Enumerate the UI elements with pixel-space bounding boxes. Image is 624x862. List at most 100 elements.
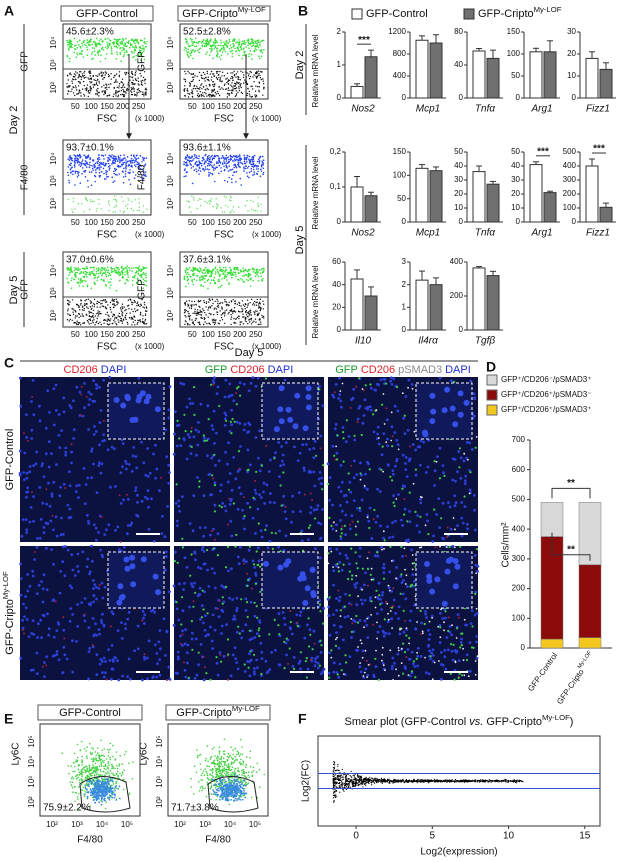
- dot: [224, 170, 226, 172]
- dot: [136, 271, 138, 273]
- dot: [70, 169, 72, 171]
- dot: [318, 388, 320, 390]
- dot: [397, 493, 400, 496]
- dot: [101, 554, 104, 557]
- gate-value: 37.6±3.1%: [183, 255, 231, 266]
- dot: [206, 301, 207, 302]
- dot: [402, 417, 405, 420]
- dot: [340, 528, 342, 530]
- dot: [254, 94, 255, 95]
- dot: [88, 626, 91, 629]
- dot: [94, 85, 95, 86]
- dot: [250, 277, 252, 279]
- dot: [104, 178, 106, 180]
- dot: [100, 303, 101, 304]
- dot: [137, 93, 138, 94]
- dot: [143, 212, 144, 213]
- dot: [242, 72, 243, 73]
- dot: [205, 314, 206, 315]
- dot: [376, 433, 379, 436]
- dot: [83, 81, 84, 82]
- dot: [122, 306, 123, 307]
- dot: [93, 433, 96, 436]
- dot: [457, 450, 460, 453]
- dot: [117, 87, 118, 88]
- dot: [53, 424, 56, 427]
- dot: [230, 200, 231, 201]
- dot: [74, 275, 76, 277]
- dot: [235, 661, 238, 664]
- dot: [32, 619, 35, 622]
- dot: [256, 271, 258, 273]
- dot: [212, 528, 215, 531]
- dot: [236, 387, 238, 389]
- dot: [211, 49, 213, 51]
- dot: [122, 79, 123, 80]
- dot: [261, 79, 262, 80]
- dot: [48, 627, 51, 630]
- dot: [120, 47, 122, 49]
- dot: [340, 490, 343, 493]
- dot: [158, 489, 161, 492]
- dot: [146, 311, 147, 312]
- dot: [121, 675, 124, 678]
- dot: [146, 447, 149, 450]
- dot: [78, 324, 79, 325]
- dot: [135, 311, 136, 312]
- dot: [190, 52, 192, 54]
- dot: [281, 505, 283, 507]
- dot: [260, 496, 263, 499]
- dot: [146, 498, 149, 501]
- dot: [25, 518, 28, 521]
- gene-label: Il10: [355, 336, 372, 347]
- dot: [205, 53, 207, 55]
- dot: [80, 273, 82, 275]
- dot: [153, 540, 156, 543]
- row-label: Day 5: [294, 226, 306, 255]
- dot: [196, 42, 198, 44]
- dot: [247, 175, 249, 177]
- dot: [115, 161, 117, 163]
- dot: [241, 271, 243, 273]
- dot: [257, 210, 258, 211]
- dot: [185, 175, 187, 177]
- y-tick-label: 0: [459, 325, 464, 334]
- dot: [442, 471, 445, 474]
- dot: [84, 44, 86, 46]
- dot: [269, 540, 272, 543]
- dot: [69, 584, 72, 587]
- gene-label: Nos2: [351, 228, 375, 239]
- dot: [99, 92, 100, 93]
- dot: [99, 311, 100, 312]
- dot: [285, 441, 288, 444]
- dot: [187, 93, 188, 94]
- dot: [214, 181, 216, 183]
- dot: [364, 473, 367, 476]
- dot: [22, 518, 25, 521]
- dot: [237, 317, 238, 318]
- dot: [201, 75, 202, 76]
- dot: [179, 382, 182, 385]
- dot: [462, 522, 465, 525]
- dot: [105, 165, 107, 167]
- dot: [80, 394, 82, 396]
- dot: [95, 176, 97, 178]
- dot: [199, 618, 202, 621]
- dot: [132, 73, 133, 74]
- dot: [81, 43, 83, 45]
- dot: [70, 72, 71, 73]
- dot: [247, 167, 249, 169]
- dot: [106, 276, 108, 278]
- dot: [261, 536, 264, 539]
- dot: [131, 87, 132, 88]
- y-tick-label: 40: [454, 161, 463, 170]
- dot: [259, 162, 261, 164]
- y-tick-label: 10⁴: [166, 36, 175, 49]
- dot: [117, 583, 123, 589]
- dot: [68, 175, 70, 177]
- dot: [312, 471, 315, 474]
- dot: [80, 76, 81, 77]
- dot: [137, 89, 138, 90]
- dot: [202, 78, 203, 79]
